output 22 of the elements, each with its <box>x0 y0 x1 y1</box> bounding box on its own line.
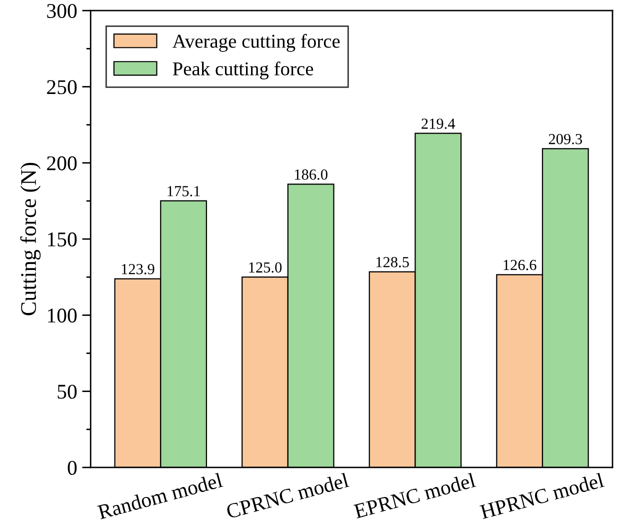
data-label: 175.1 <box>168 186 200 196</box>
x-tick-label: CPRNC model <box>226 472 350 519</box>
data-label: 186.0 <box>294 169 328 180</box>
data-label: 126.6 <box>504 260 536 270</box>
legend-label: Peak cutting force <box>172 62 314 80</box>
x-tick-label: EPRNC model <box>353 472 476 519</box>
y-tick-label: 250 <box>47 80 77 94</box>
y-tick-label: 200 <box>47 156 77 170</box>
data-label: 123.9 <box>122 264 154 274</box>
x-tick-label: Random model <box>97 472 224 520</box>
x-tick-label: HPRNC model <box>479 472 605 520</box>
y-tick-label: 150 <box>48 232 77 246</box>
data-label: 128.5 <box>376 256 409 268</box>
y-tick-label: 50 <box>58 384 77 399</box>
y-axis-title: Cutting force (N) <box>20 162 41 316</box>
data-label: 219.4 <box>422 118 456 129</box>
y-tick-label: 100 <box>48 308 77 323</box>
data-label: 125.0 <box>249 262 282 273</box>
legend-label: Average cutting force <box>172 34 340 52</box>
y-tick-label: 0 <box>68 460 77 475</box>
y-tick-label: 300 <box>47 4 77 18</box>
data-label: 209.3 <box>548 134 582 144</box>
